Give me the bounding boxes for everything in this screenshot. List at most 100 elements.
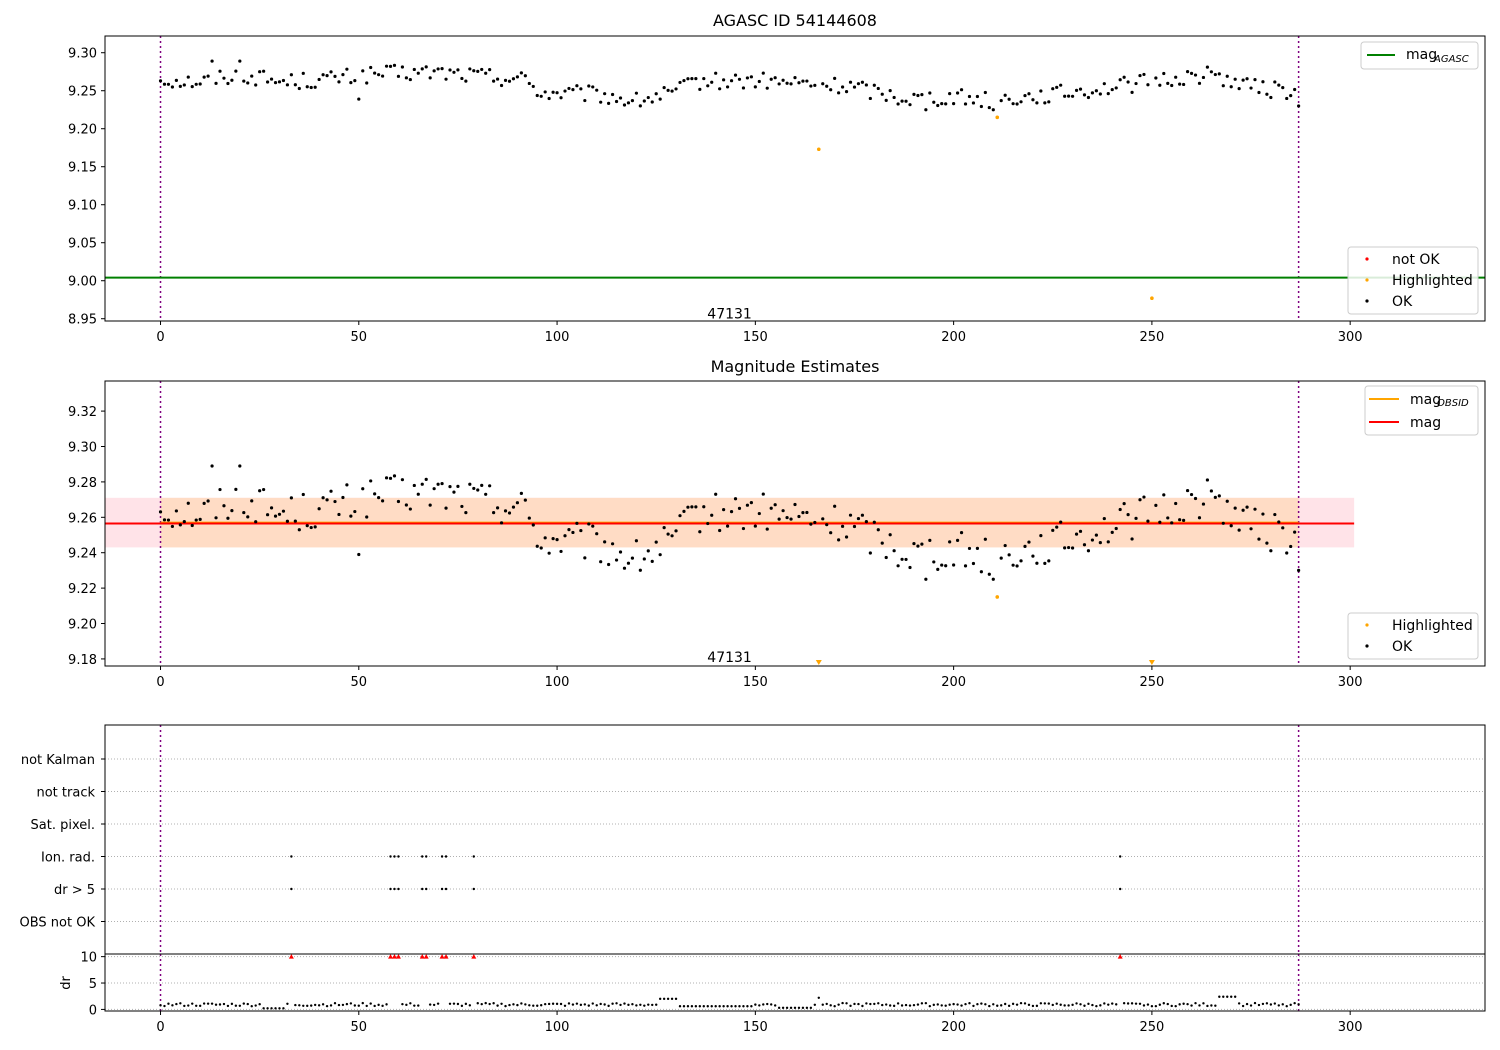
ok-point [1078, 87, 1083, 91]
ok-point [864, 519, 868, 524]
ok-point [852, 85, 857, 89]
ok-point [872, 83, 876, 87]
dr-point [817, 996, 820, 1000]
ok-point [952, 563, 956, 567]
ok-point [1178, 518, 1182, 522]
ok-point [361, 487, 365, 491]
ok-point [361, 69, 365, 73]
ok-point [1039, 534, 1043, 538]
dr-point [1111, 1002, 1114, 1005]
panel2-frame [104, 380, 1486, 667]
ok-point [539, 546, 543, 550]
ok-point [1031, 554, 1035, 558]
dr-point [773, 1004, 777, 1007]
dr-point [611, 1002, 614, 1005]
panel1-points [158, 59, 1301, 301]
y-tick-label: 9.05 [68, 237, 97, 252]
ok-point [484, 71, 488, 75]
dr-point [1241, 1004, 1245, 1008]
ok-point [793, 502, 797, 507]
ok-point [555, 538, 559, 542]
ok-point [936, 567, 940, 571]
ok-point [531, 523, 535, 527]
dr-point [722, 1005, 725, 1008]
ok-point [944, 102, 948, 106]
ok-point [1261, 80, 1265, 84]
ok-point [1094, 533, 1098, 537]
ok-point [940, 563, 944, 567]
y-tick-label: 9.00 [68, 275, 97, 290]
ok-point [896, 102, 900, 106]
ok-point [297, 86, 301, 91]
dr-point [623, 1002, 626, 1005]
ok-point [178, 84, 182, 88]
dr-point [496, 1004, 499, 1007]
dr-point [559, 1002, 563, 1006]
dr-point [900, 1004, 904, 1007]
ok-point [341, 495, 345, 500]
dr-point [694, 1005, 698, 1008]
ok-point [999, 99, 1003, 103]
ok-point [265, 513, 270, 517]
flag-row-label: not Kalman [21, 753, 95, 768]
dr-point [1182, 1002, 1185, 1005]
ok-point [1082, 543, 1087, 547]
ok-point [1217, 494, 1221, 498]
ok-point [1067, 545, 1071, 550]
ok-point [440, 481, 444, 486]
ok-point [991, 577, 995, 581]
ok-point [408, 77, 412, 82]
ok-point [210, 464, 214, 468]
ok-point [916, 93, 920, 98]
y-tick-label: 9.26 [68, 511, 97, 526]
ok-point [634, 91, 638, 95]
ok-point [246, 81, 250, 85]
ok-point [218, 69, 222, 73]
ok-point [428, 503, 432, 507]
dr-point [1043, 1002, 1047, 1005]
ok-point [448, 485, 452, 489]
legend-obsid-label: mag [1410, 392, 1441, 408]
ok-point [1106, 92, 1110, 96]
ok-point [456, 484, 460, 488]
dr-point [163, 1004, 166, 1008]
dr-point [448, 1002, 452, 1005]
dr-point [218, 1003, 222, 1006]
ok-point [1138, 498, 1142, 502]
dr-point [262, 1007, 265, 1010]
ok-point [297, 528, 301, 532]
flag-point [421, 887, 424, 891]
ok-point [761, 492, 765, 496]
dr-point [361, 1001, 364, 1005]
ok-point [1138, 73, 1142, 78]
dr-point [1103, 1002, 1106, 1005]
ok-point [329, 70, 333, 74]
ok-point [682, 78, 686, 83]
ok-point [158, 79, 163, 83]
ok-point [404, 503, 408, 507]
dr-point [1178, 1003, 1181, 1006]
ok-point [158, 510, 163, 514]
ok-point [1007, 553, 1011, 557]
x-tick-label: 150 [743, 675, 768, 690]
flag-point [397, 887, 400, 891]
dr-point [254, 1004, 257, 1007]
ok-point [618, 96, 623, 100]
ok-point [583, 98, 587, 103]
ok-point [1213, 495, 1217, 499]
ok-point [967, 94, 972, 99]
dr-point [809, 1006, 813, 1010]
ok-point [503, 509, 508, 513]
ok-point [749, 501, 753, 505]
ok-point [162, 518, 167, 522]
dr-point [230, 1002, 234, 1006]
dr-point [1091, 1003, 1094, 1007]
ok-point [900, 557, 904, 561]
ok-point [174, 509, 178, 513]
ok-point [349, 514, 353, 518]
dr-point [428, 1003, 432, 1006]
ok-point [932, 100, 936, 104]
dr-point [968, 1002, 971, 1005]
ok-point [242, 79, 246, 83]
ok-point [1241, 78, 1245, 82]
